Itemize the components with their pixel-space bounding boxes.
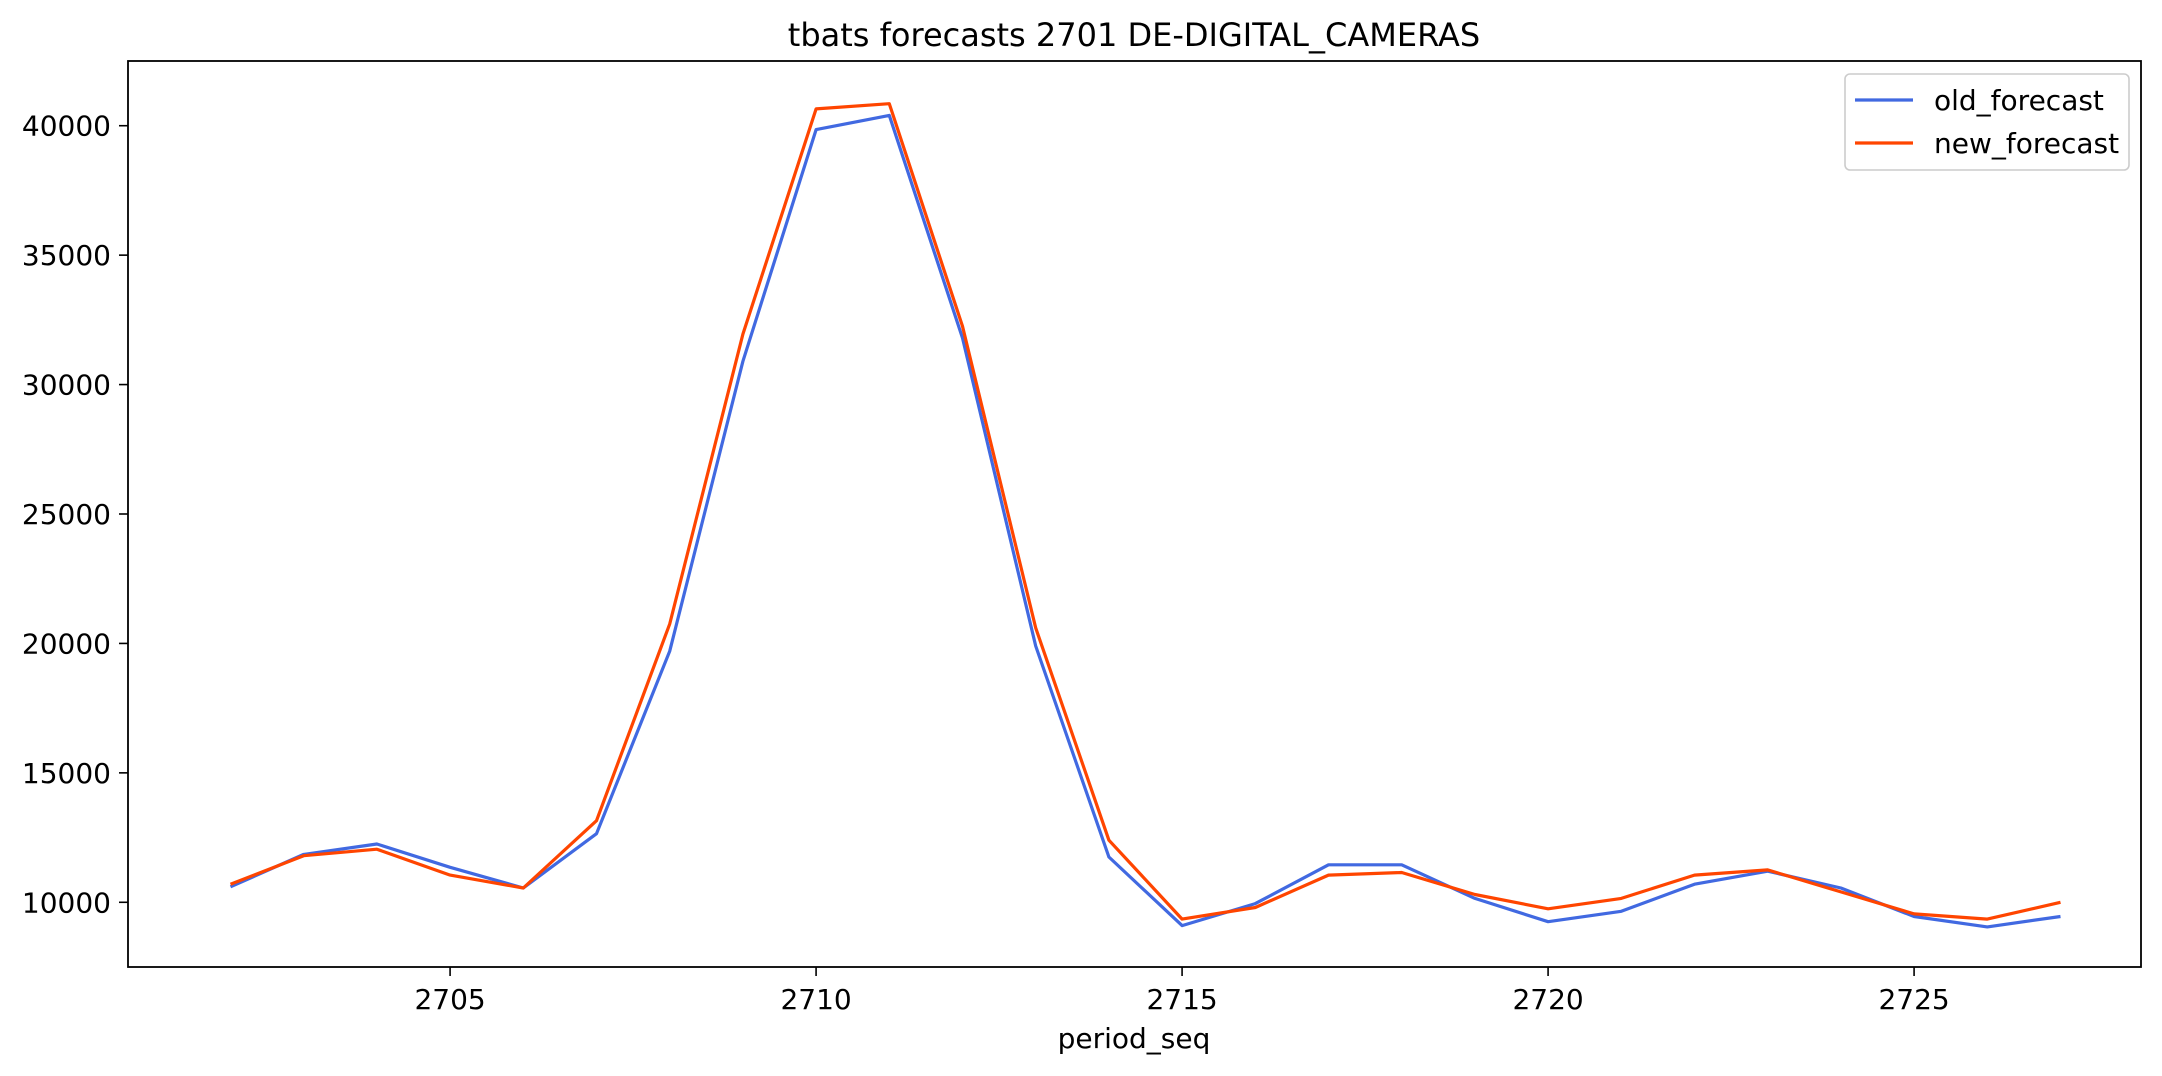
y-tick-label: 25000: [22, 498, 111, 531]
x-axis-label: period_seq: [1058, 1022, 1211, 1055]
legend-box: [1844, 73, 2130, 171]
y-tick-label: 35000: [22, 239, 111, 272]
y-tick-label: 10000: [22, 886, 111, 919]
y-tick-label: 30000: [22, 369, 111, 402]
legend-label-new_forecast: new_forecast: [1934, 127, 2119, 160]
legend-label-old_forecast: old_forecast: [1934, 84, 2104, 117]
y-tick-label: 20000: [22, 627, 111, 660]
legend: old_forecast new_forecast: [1844, 73, 2130, 171]
series-line-old_forecast: [229, 113, 2061, 929]
y-tick-label: 40000: [22, 110, 111, 143]
series-line-new_forecast: [229, 102, 2061, 921]
axes-frame: [127, 60, 2142, 968]
chart-title: tbats forecasts 2701 DE-DIGITAL_CAMERAS: [788, 16, 1480, 54]
x-tick-label: 2710: [780, 983, 851, 1016]
y-tick-label: 15000: [22, 757, 111, 790]
x-tick-label: 2705: [414, 983, 485, 1016]
x-tick-label: 2720: [1512, 983, 1583, 1016]
plot-area: 2705 2710 2715 2720 2725 10000 15000 20000 25000…: [22, 60, 2142, 1016]
x-tick-label: 2715: [1146, 983, 1217, 1016]
x-tick-label: 2725: [1878, 983, 1949, 1016]
